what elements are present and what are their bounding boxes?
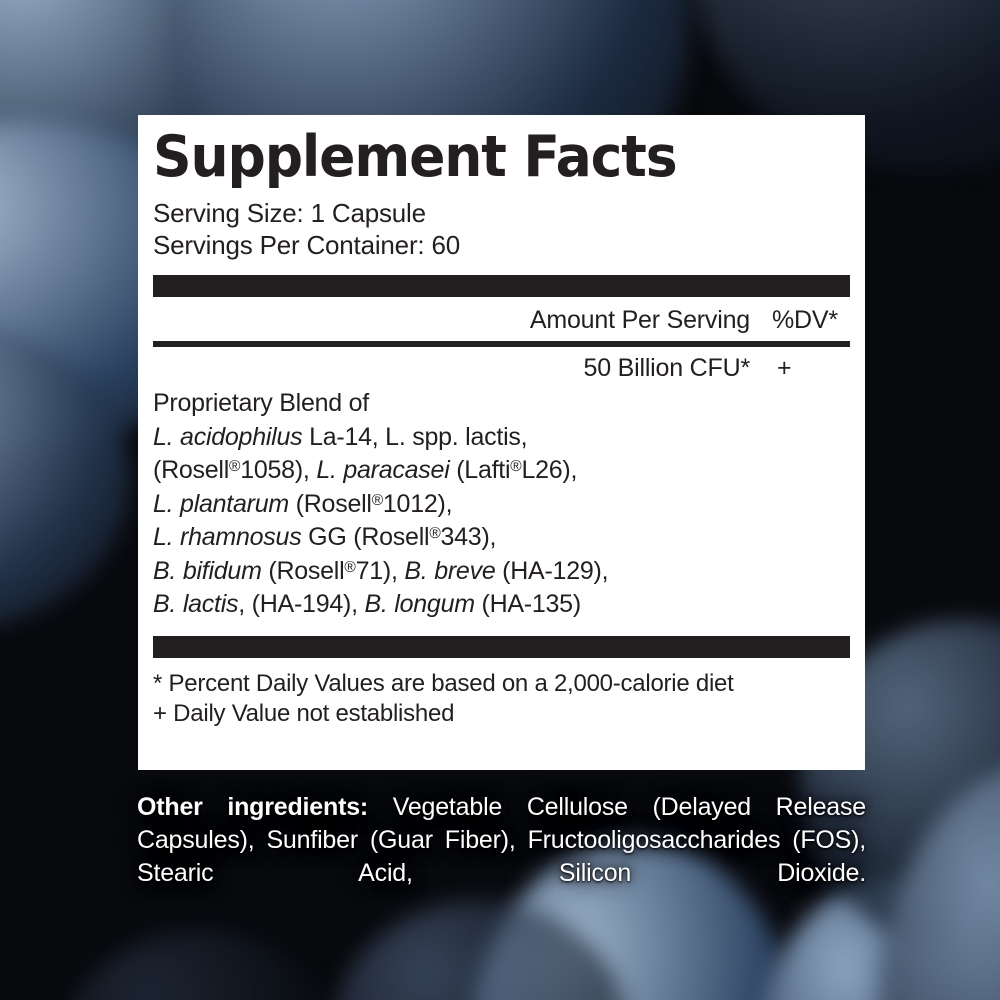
blend-line: Proprietary Blend of	[153, 389, 369, 417]
servings-per-container-line: Servings Per Container: 60	[153, 230, 460, 260]
footnote-not-established: + Daily Value not established	[153, 699, 455, 727]
supplement-facts-panel: Supplement Facts Serving Size: 1 Capsule…	[138, 115, 865, 770]
divider-rule-under-header	[153, 341, 850, 347]
divider-bar-top	[153, 275, 850, 297]
proprietary-blend-list: Proprietary Blend of L. acidophilus La-14…	[153, 385, 850, 622]
bacterium-shape	[60, 930, 340, 1000]
cfu-amount-value: 50 Billion CFU*	[583, 354, 750, 382]
table-row: 50 Billion CFU* +	[153, 347, 850, 385]
blend-line: (Rosell®1058), L. paracasei (Lafti®L26),	[153, 456, 578, 484]
serving-size-line: Serving Size: 1 Capsule	[153, 198, 426, 228]
footnote-daily-values: * Percent Daily Values are based on a 2,…	[153, 669, 734, 697]
other-ingredients-block: Other ingredients: Vegetable Cellulose (…	[137, 791, 866, 923]
other-ingredients-text: Vegetable Cellulose (Delayed Release Cap…	[137, 793, 866, 887]
divider-bar-bottom	[153, 635, 850, 658]
blend-line: L. plantarum (Rosell®1012),	[153, 489, 453, 518]
cfu-daily-value: +	[777, 354, 792, 382]
blend-line: L. rhamnosus GG (Rosell®343),	[153, 523, 497, 551]
table-header-row: Amount Per Serving %DV*	[153, 297, 850, 341]
daily-value-header: %DV*	[772, 306, 838, 334]
blend-line: B. bifidum (Rosell®71), B. breve (HA-129…	[153, 556, 609, 585]
other-ingredients-label: Other ingredients:	[137, 793, 369, 821]
footnotes-block: * Percent Daily Values are based on a 2,…	[153, 658, 850, 729]
amount-per-serving-header: Amount Per Serving	[529, 306, 750, 334]
page-title: Supplement Facts	[153, 124, 678, 190]
blend-line: L. acidophilus La-14, L. spp. lactis,	[153, 422, 528, 451]
blend-line: B. lactis, (HA-194), B. longum (HA-135)	[153, 590, 581, 618]
